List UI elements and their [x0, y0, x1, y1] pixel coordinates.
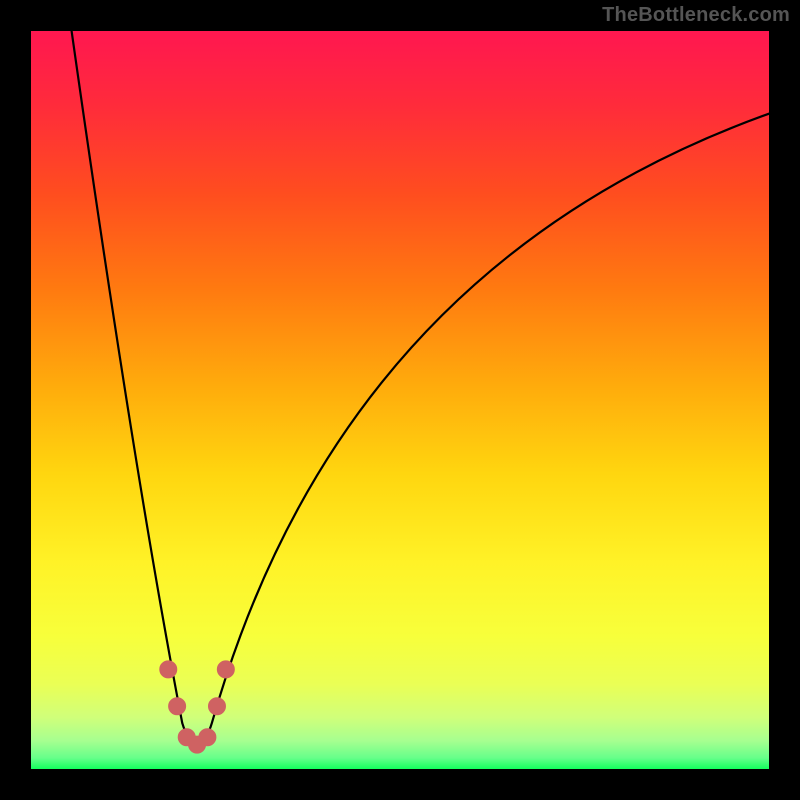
marker-dot — [208, 698, 225, 715]
plot-svg — [31, 31, 769, 769]
marker-dot — [169, 698, 186, 715]
marker-dot — [199, 729, 216, 746]
chart-container: TheBottleneck.com — [0, 0, 800, 800]
gradient-background — [31, 31, 769, 769]
watermark-text: TheBottleneck.com — [602, 4, 790, 27]
marker-dot — [217, 661, 234, 678]
marker-dot — [160, 661, 177, 678]
plot-area — [31, 31, 769, 769]
